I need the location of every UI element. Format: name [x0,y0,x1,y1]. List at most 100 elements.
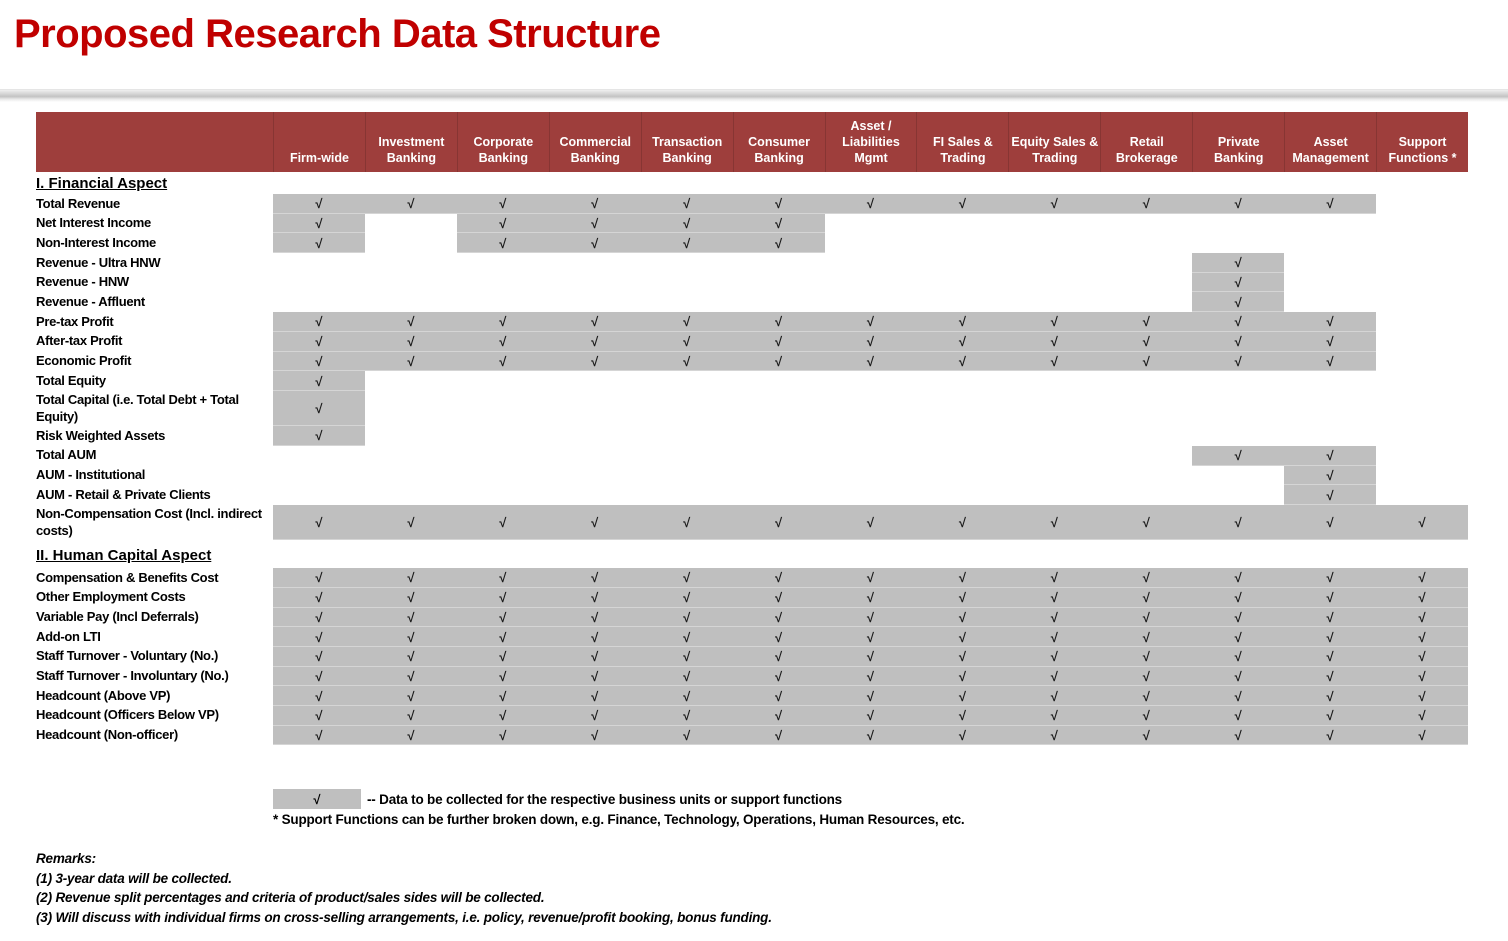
empty-cell [1192,371,1284,391]
page-title: Proposed Research Data Structure [14,12,661,56]
table-row: AUM - Institutional √ [36,465,1468,486]
check-cell: √ [1100,587,1193,608]
check-cell: √ [273,504,365,541]
table-row: Total Equity √ [36,371,1468,391]
check-cell: √ [273,331,365,352]
empty-cell [365,214,457,234]
empty-cell [1376,426,1468,446]
row-label: Staff Turnover - Voluntary (No.) [36,648,219,664]
empty-cell [825,273,917,293]
check-cell: √ [1100,627,1193,647]
check-cell: √ [1284,445,1377,466]
empty-cell [1192,391,1284,426]
empty-cell [549,446,641,466]
check-cell: √ [1376,705,1468,726]
column-header: Asset / Liabilities Mgmt [824,112,917,172]
check-cell: √ [916,607,1009,628]
check-cell: √ [548,666,641,687]
check-cell: √ [824,504,917,541]
empty-cell [365,426,457,446]
check-cell: √ [640,705,733,726]
table-row: Pre-tax Profit √ √ √ √ √ √ √ √ √ √ √ √ [36,312,1468,332]
legend-check-box: √ [273,789,361,809]
check-cell: √ [1284,331,1377,352]
check-cell: √ [1284,607,1377,628]
check-cell: √ [916,312,1009,332]
check-cell: √ [916,568,1009,588]
column-header: Firm-wide [273,112,365,172]
check-cell: √ [548,504,641,541]
check-cell: √ [364,351,457,372]
check-cell: √ [364,607,457,628]
remark-line: (1) 3-year data will be collected. [36,870,232,886]
empty-cell [365,233,457,253]
check-cell: √ [732,504,825,541]
row-label: Pre-tax Profit [36,313,114,329]
table-row: Other Employment Costs √ √ √ √ √ √ √ √ √ √ √ √ √ [36,587,1468,608]
check-cell: √ [1192,568,1285,588]
empty-cell [1192,485,1284,505]
check-cell: √ [1284,485,1377,505]
table-row: Total Capital (i.e. Total Debt + Total E… [36,390,1468,427]
check-cell: √ [1100,194,1193,214]
empty-cell [457,391,549,426]
empty-cell [1376,371,1468,391]
empty-cell [1192,426,1284,446]
column-header: Equity Sales & Trading [1008,112,1100,172]
check-cell: √ [916,686,1009,706]
check-cell: √ [456,725,549,746]
check-cell: √ [1192,646,1285,667]
check-cell: √ [273,233,365,254]
check-cell: √ [548,233,641,254]
check-cell: √ [1376,504,1468,541]
empty-cell [549,371,641,391]
check-cell: √ [548,646,641,667]
check-cell: √ [916,627,1009,647]
check-cell: √ [548,587,641,608]
check-cell: √ [548,351,641,372]
empty-cell [641,485,733,505]
check-cell: √ [456,686,549,706]
check-cell: √ [1100,568,1193,588]
empty-cell [641,253,733,273]
empty-cell [733,466,825,486]
empty-cell [457,446,549,466]
empty-cell [273,253,365,273]
check-cell: √ [1008,312,1101,332]
check-cell: √ [456,351,549,372]
check-cell: √ [640,568,733,588]
check-cell: √ [364,568,457,588]
row-label: Total Revenue [36,195,120,211]
empty-cell [1100,466,1192,486]
check-cell: √ [916,331,1009,352]
table-row: Total Revenue √ √ √ √ √ √ √ √ √ √ √ √ [36,194,1468,214]
empty-cell [1192,214,1284,234]
check-cell: √ [1284,666,1377,687]
check-cell: √ [1376,666,1468,687]
check-cell: √ [1376,568,1468,588]
check-cell: √ [1100,666,1193,687]
empty-cell [916,446,1008,466]
check-cell: √ [548,607,641,628]
check-cell: √ [1100,331,1193,352]
row-label: Risk Weighted Assets [36,427,166,443]
table-row: Economic Profit √ √ √ √ √ √ √ √ √ √ √ √ [36,351,1468,372]
empty-cell [1376,233,1468,253]
table-row: Total AUM √ √ [36,445,1468,466]
check-cell: √ [732,627,825,647]
table-row: AUM - Retail & Private Clients √ [36,485,1468,505]
check-cell: √ [732,666,825,687]
check-cell: √ [824,607,917,628]
check-cell: √ [456,312,549,332]
row-label: Headcount (Above VP) [36,687,171,703]
empty-cell [1008,371,1100,391]
check-cell: √ [273,213,365,234]
check-cell: √ [824,312,917,332]
check-cell: √ [1192,705,1285,726]
check-cell: √ [364,194,457,214]
check-cell: √ [732,312,825,332]
row-label: Headcount (Officers Below VP) [36,707,219,723]
table-row: Staff Turnover - Voluntary (No.) √ √ √ √ √ √ √ √… [36,646,1468,667]
row-label: Variable Pay (Incl Deferrals) [36,609,199,625]
remarks: Remarks: (1) 3-year data will be collect… [36,849,772,927]
